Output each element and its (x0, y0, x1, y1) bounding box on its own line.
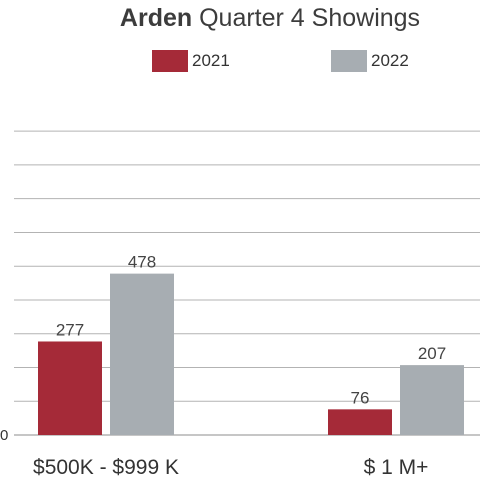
bar-2022-0 (110, 273, 174, 435)
bar-2022-1 (400, 365, 464, 435)
legend-swatch-2021 (152, 50, 188, 72)
bar-2021-1 (328, 409, 392, 435)
x-category-label: $ 1 M+ (364, 456, 429, 479)
chart-title-bold: Arden (119, 4, 193, 32)
legend: 2021 2022 (0, 48, 480, 74)
chart-title: Arden Quarter 4 Showings (0, 4, 480, 33)
data-label-2021-1: 76 (351, 388, 370, 407)
x-category-label: $500K - $999 K (33, 456, 179, 479)
data-label-2021-0: 277 (56, 320, 84, 339)
data-label-2022-1: 207 (418, 344, 446, 363)
legend-label-2022: 2022 (371, 51, 409, 70)
data-label-2022-0: 478 (128, 253, 156, 272)
bar-2021-0 (38, 341, 102, 435)
chart-title-rest: Quarter 4 Showings (192, 4, 421, 32)
legend-label-2021: 2021 (192, 51, 230, 70)
legend-swatch-2022 (331, 50, 367, 72)
y-tick-label: 0 (0, 427, 8, 444)
